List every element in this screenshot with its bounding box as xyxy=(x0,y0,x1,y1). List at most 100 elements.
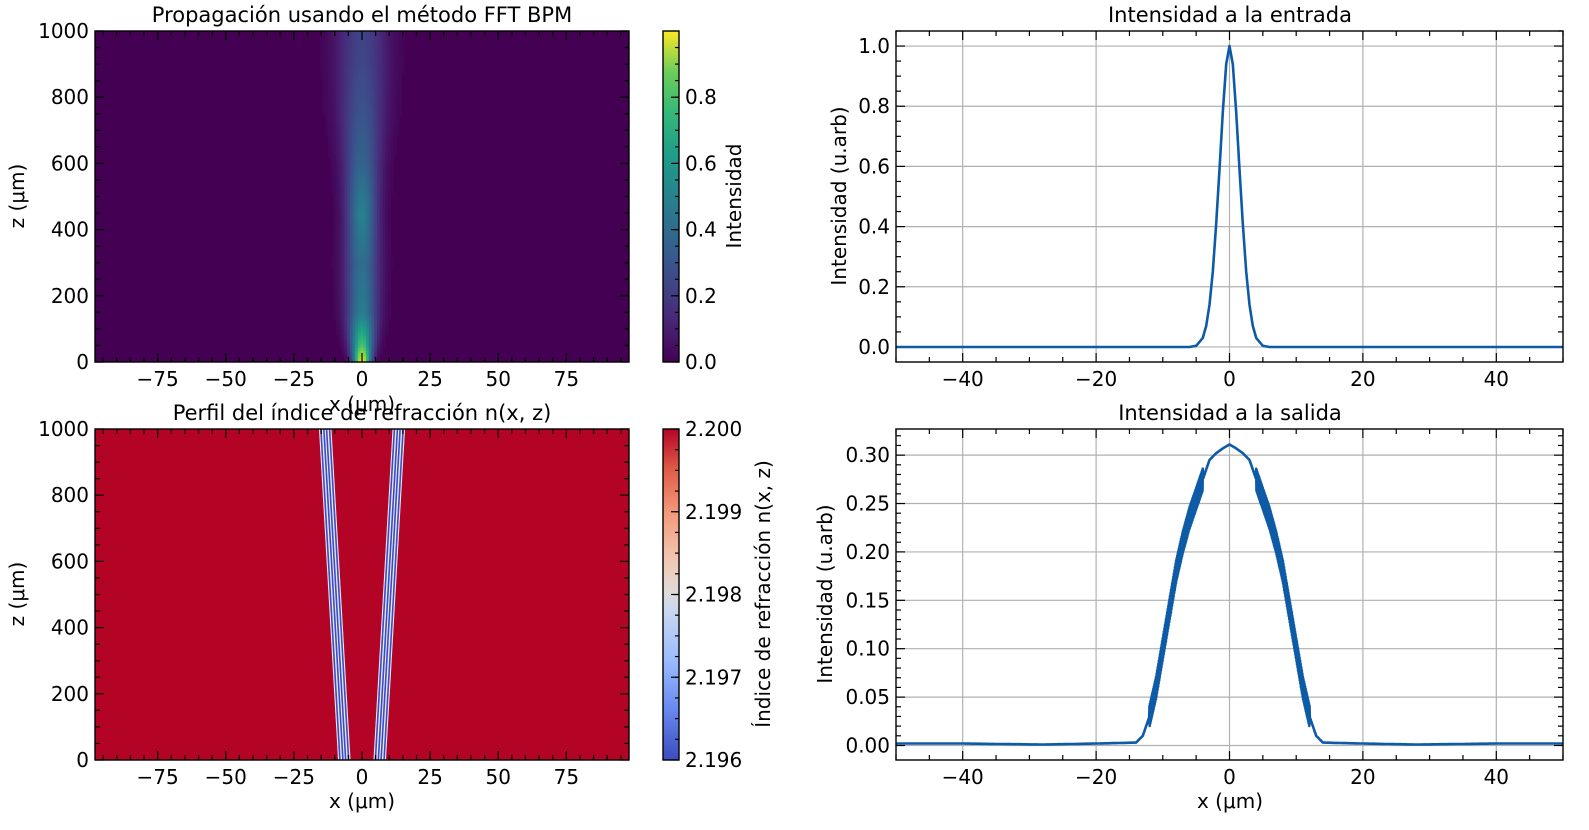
intensity-cell xyxy=(338,274,343,279)
intensity-cell xyxy=(385,157,389,161)
intensity-cell xyxy=(382,286,386,291)
intensity-cell xyxy=(344,307,348,312)
intensity-cell xyxy=(336,160,340,164)
intensity-cell xyxy=(336,40,340,44)
intensity-cell xyxy=(333,229,337,234)
intensity-cell xyxy=(330,112,334,116)
intensity-cell xyxy=(349,307,354,312)
intensity-cell xyxy=(379,148,384,152)
intensity-cell xyxy=(371,283,375,288)
intensity-cell xyxy=(341,70,345,74)
intensity-cell xyxy=(382,205,386,210)
intensity-cell xyxy=(385,133,389,137)
intensity-cell xyxy=(357,247,362,252)
intensity-cell xyxy=(357,97,362,101)
intensity-cell xyxy=(374,121,378,125)
intensity-cell xyxy=(371,76,375,80)
intensity-cell xyxy=(382,64,386,68)
intensity-cell xyxy=(355,160,359,164)
intensity-cell xyxy=(344,88,348,92)
intensity-cell xyxy=(393,136,397,140)
y-tick-label: 0.2 xyxy=(858,275,890,299)
intensity-cell xyxy=(327,37,332,41)
intensity-cell xyxy=(387,169,392,174)
intensity-cell xyxy=(368,121,373,125)
intensity-cell xyxy=(349,79,354,83)
intensity-cell xyxy=(338,316,343,321)
intensity-cell xyxy=(385,229,389,234)
intensity-cell xyxy=(368,310,373,315)
y-axis-label: Intensidad (u.arb) xyxy=(813,504,837,683)
intensity-cell xyxy=(385,280,389,285)
intensity-cell xyxy=(341,199,345,204)
intensity-cell xyxy=(396,70,400,74)
intensity-cell xyxy=(387,313,392,318)
intensity-cell xyxy=(390,127,394,131)
intensity-cell xyxy=(330,160,334,164)
intensity-cell xyxy=(355,247,359,252)
intensity-cell xyxy=(368,229,373,234)
intensity-cell xyxy=(355,130,359,134)
intensity-cell xyxy=(366,217,370,222)
intensity-cell xyxy=(374,238,378,243)
intensity-cell xyxy=(360,262,364,267)
intensity-cell xyxy=(341,214,345,219)
intensity-cell xyxy=(327,40,332,44)
intensity-cell xyxy=(401,70,405,74)
intensity-cell xyxy=(357,235,362,240)
intensity-cell xyxy=(379,223,384,228)
intensity-cell xyxy=(327,88,332,92)
intensity-cell xyxy=(385,250,389,255)
intensity-cell xyxy=(360,151,364,155)
intensity-cell xyxy=(333,181,337,186)
intensity-cell xyxy=(349,145,354,149)
intensity-cell xyxy=(396,46,400,50)
intensity-cell xyxy=(374,127,378,131)
intensity-cell xyxy=(376,136,381,140)
intensity-cell xyxy=(330,76,334,80)
intensity-cell xyxy=(322,49,326,53)
intensity-cell xyxy=(349,196,354,201)
intensity-cell xyxy=(344,202,348,207)
intensity-cell xyxy=(398,97,403,101)
intensity-cell xyxy=(341,250,345,255)
intensity-cell xyxy=(338,199,343,204)
intensity-cell xyxy=(338,250,343,255)
intensity-cell xyxy=(352,355,356,360)
intensity-cell xyxy=(330,100,334,104)
intensity-cell xyxy=(390,73,394,77)
intensity-cell xyxy=(368,253,373,258)
intensity-cell xyxy=(379,262,384,267)
x-tick-label: 40 xyxy=(1484,765,1509,789)
intensity-cell xyxy=(352,139,356,143)
intensity-cell xyxy=(376,166,381,171)
intensity-cell xyxy=(341,118,345,122)
intensity-cell xyxy=(344,166,348,171)
intensity-cell xyxy=(357,355,362,360)
intensity-cell xyxy=(376,223,381,228)
intensity-cell xyxy=(352,256,356,261)
intensity-cell xyxy=(371,340,375,345)
intensity-cell xyxy=(387,217,392,222)
intensity-cell xyxy=(366,124,370,128)
intensity-cell xyxy=(325,94,329,98)
intensity-cell xyxy=(338,106,343,110)
intensity-cell xyxy=(366,115,370,119)
intensity-cell xyxy=(371,307,375,312)
intensity-cell xyxy=(374,40,378,44)
intensity-cell xyxy=(382,73,386,77)
intensity-cell xyxy=(368,349,373,354)
intensity-cell xyxy=(387,184,392,189)
intensity-cell xyxy=(379,313,384,318)
intensity-cell xyxy=(382,46,386,50)
intensity-cell xyxy=(363,37,367,41)
intensity-cell xyxy=(376,169,381,174)
intensity-cell xyxy=(347,190,351,195)
intensity-cell xyxy=(333,223,337,228)
intensity-cell xyxy=(379,160,384,164)
intensity-cell xyxy=(379,166,384,171)
intensity-cell xyxy=(338,187,343,192)
intensity-cell xyxy=(363,160,367,164)
x-tick-label: −75 xyxy=(137,367,179,391)
intensity-cell xyxy=(327,43,332,47)
